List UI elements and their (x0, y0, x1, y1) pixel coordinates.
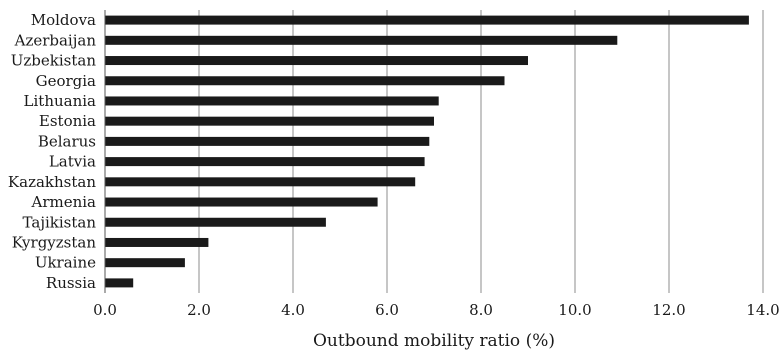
bar (105, 237, 209, 247)
bar (105, 157, 425, 167)
bars (105, 15, 749, 288)
category-label: Ukraine (35, 254, 96, 272)
x-tick-label: 8.0 (469, 301, 493, 319)
bar (105, 76, 505, 86)
x-axis: 0.0 2.0 4.0 6.0 8.0 10.0 12.0 14.0 (93, 10, 780, 319)
category-label: Uzbekistan (11, 52, 97, 70)
category-label: Tajikistan (23, 213, 97, 231)
category-label: Russia (46, 274, 96, 292)
x-tick-label: 0.0 (93, 301, 117, 319)
category-label: Latvia (49, 153, 96, 171)
category-label: Kyrgyzstan (12, 233, 97, 251)
bar (105, 35, 618, 45)
x-tick-label: 4.0 (281, 301, 305, 319)
bar (105, 217, 326, 227)
category-label: Kazakhstan (8, 173, 96, 191)
bar (105, 136, 430, 146)
x-tick-label: 10.0 (558, 301, 591, 319)
bar (105, 197, 378, 207)
bar (105, 56, 528, 66)
category-label: Armenia (30, 193, 96, 211)
x-tick-label: 12.0 (652, 301, 685, 319)
category-labels: Moldova Azerbaijan Uzbekistan Georgia Lithua… (8, 11, 96, 292)
bar (105, 96, 439, 106)
category-label: Moldova (31, 11, 96, 29)
x-tick-label: 6.0 (375, 301, 399, 319)
x-tick-label: 14.0 (746, 301, 779, 319)
category-label: Azerbaijan (14, 31, 97, 49)
category-label: Estonia (39, 112, 96, 130)
grid-lines (198, 10, 764, 293)
bar (105, 258, 185, 268)
category-label: Lithuania (24, 92, 97, 110)
bar (105, 177, 416, 187)
bar (105, 15, 749, 25)
bar (105, 116, 434, 126)
x-axis-title: Outbound mobility ratio (%) (313, 331, 555, 351)
bar (105, 278, 134, 288)
category-label: Georgia (36, 72, 96, 90)
category-label: Belarus (38, 132, 96, 150)
x-tick-label: 2.0 (187, 301, 211, 319)
